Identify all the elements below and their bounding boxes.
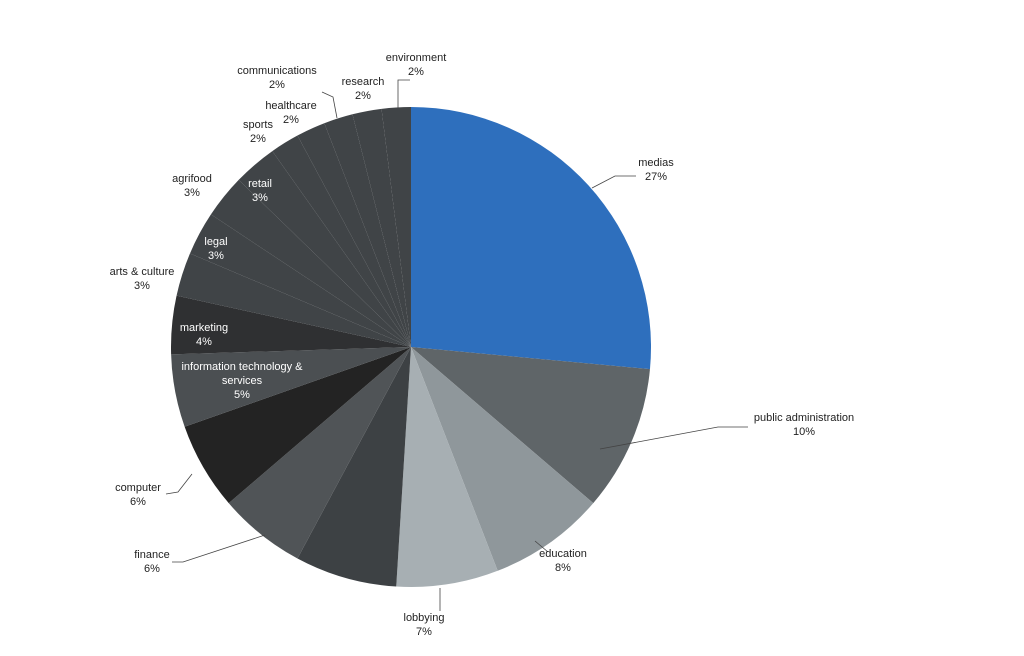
slice-value-sports: 2% bbox=[250, 133, 266, 145]
slice-value-arts-culture: 3% bbox=[134, 280, 150, 292]
leader-line-computer bbox=[165, 473, 193, 495]
slice-value-public-administration: 10% bbox=[793, 426, 815, 438]
slice-value-medias: 27% bbox=[645, 171, 667, 183]
leader-line-education bbox=[534, 540, 549, 553]
pie-slice-research bbox=[352, 108, 411, 347]
slice-value-computer: 6% bbox=[130, 496, 146, 508]
slice-label-agrifood: agrifood 3% bbox=[172, 173, 212, 199]
slice-label-information-technology-services: information technology & services 5% bbox=[181, 361, 303, 401]
slice-value-environment: 2% bbox=[408, 66, 424, 78]
slice-label-environment: environment 2% bbox=[386, 52, 447, 78]
slice-value-retail: 3% bbox=[252, 192, 268, 204]
pie-slice-lobbying bbox=[396, 347, 498, 587]
slice-label-arts-culture: arts & culture 3% bbox=[110, 266, 175, 292]
slice-label-lobbying: lobbying 7% bbox=[404, 612, 445, 638]
slice-value-healthcare: 2% bbox=[283, 114, 299, 126]
slice-label-marketing: marketing 4% bbox=[180, 322, 228, 348]
slice-label-computer: computer 6% bbox=[115, 482, 161, 508]
slice-label-finance: finance 6% bbox=[134, 549, 169, 575]
slice-label-communications: communications 2% bbox=[237, 65, 317, 91]
pie-slice-medias bbox=[411, 107, 652, 370]
slice-label-legal: legal 3% bbox=[204, 236, 227, 262]
pie-slice-sports bbox=[272, 135, 411, 347]
pie-slice-legal bbox=[189, 214, 411, 347]
leader-line-communications bbox=[321, 91, 338, 119]
slice-value-finance: 6% bbox=[144, 563, 160, 575]
pie-slice-public-administration bbox=[411, 347, 650, 504]
leader-line-public-administration bbox=[599, 426, 748, 450]
pie-slice-healthcare bbox=[297, 123, 411, 348]
pie-slice-agrifood bbox=[210, 179, 411, 347]
leader-lines bbox=[165, 79, 748, 611]
slice-value-communications: 2% bbox=[269, 79, 285, 91]
slice-label-medias: medias 27% bbox=[638, 157, 674, 183]
pie-slice-finance bbox=[228, 347, 411, 559]
pie-slice-environment bbox=[381, 107, 411, 347]
slice-value-marketing: 4% bbox=[196, 336, 212, 348]
pie-slice-communications bbox=[324, 114, 411, 347]
pie-slice-unlabeled bbox=[297, 347, 411, 587]
slice-value-lobbying: 7% bbox=[416, 626, 432, 638]
pie-slice-marketing bbox=[170, 295, 411, 355]
slice-label-healthcare: healthcare 2% bbox=[265, 100, 316, 126]
slice-label-retail: retail 3% bbox=[248, 178, 272, 204]
slice-value-agrifood: 3% bbox=[184, 187, 200, 199]
leader-line-finance bbox=[172, 534, 266, 563]
slice-label-education: education 8% bbox=[539, 548, 587, 574]
pie-slice-computer bbox=[184, 347, 411, 504]
slice-labels: medias 27% public administration 10% educati… bbox=[110, 52, 855, 638]
pie-slice-retail bbox=[238, 151, 411, 347]
pie-slice-information-technology-services bbox=[171, 347, 411, 427]
pie-slice-arts-culture bbox=[176, 253, 411, 347]
slice-label-public-administration: public administration 10% bbox=[754, 412, 854, 438]
pie-slices bbox=[170, 107, 652, 587]
leader-line-environment bbox=[397, 79, 410, 108]
pie-slice-education bbox=[411, 347, 594, 571]
slice-label-research: research 2% bbox=[342, 76, 385, 102]
slice-value-information-technology-services: 5% bbox=[234, 389, 250, 401]
slice-value-research: 2% bbox=[355, 90, 371, 102]
leader-line-medias bbox=[591, 175, 636, 189]
slice-label-sports: sports 2% bbox=[243, 119, 273, 145]
slice-value-education: 8% bbox=[555, 562, 571, 574]
slice-value-legal: 3% bbox=[208, 250, 224, 262]
